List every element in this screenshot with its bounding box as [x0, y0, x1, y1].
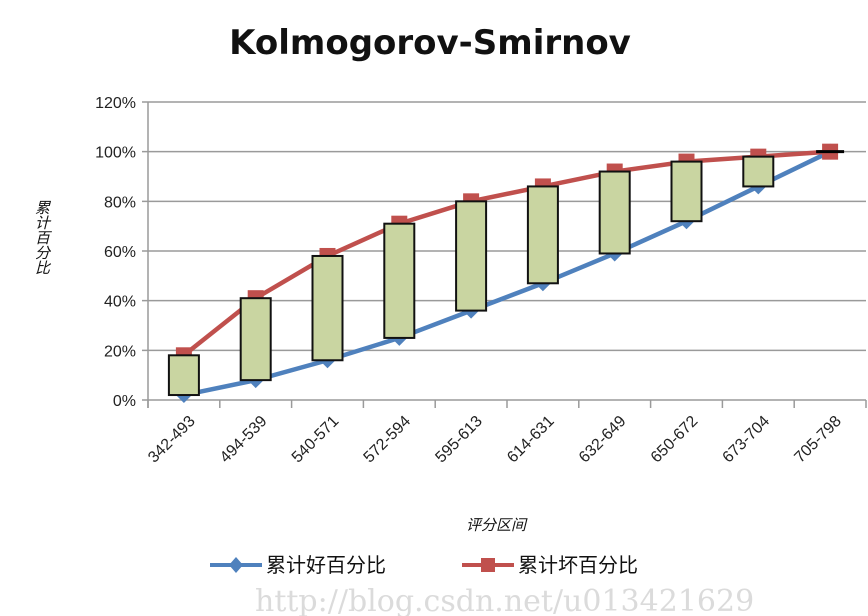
- y-tick-label: 60%: [104, 244, 136, 261]
- series-line-1: [182, 149, 831, 358]
- ks-gap-bar: [670, 160, 703, 223]
- ks-gap-bar: [239, 297, 272, 382]
- legend-good-label: 累计好百分比: [266, 553, 386, 577]
- ks-gap-bar: [311, 254, 344, 362]
- y-tick-label: 100%: [95, 145, 136, 162]
- ks-gap-bar: [526, 185, 559, 285]
- x-tick-label: 705-798: [791, 413, 845, 467]
- x-tick-label: 494-539: [217, 413, 271, 467]
- ks-gap-bar: [598, 170, 631, 255]
- x-axis-label: 评分区间: [466, 516, 528, 534]
- legend-bad-marker-icon: [481, 558, 495, 572]
- ks-gap-bar: [383, 222, 416, 339]
- x-tick-label: 595-613: [432, 413, 486, 467]
- watermark: http://blog.csdn.net/u013421629: [255, 584, 754, 616]
- ks-gap-bar: [455, 200, 488, 312]
- y-tick-label: 80%: [104, 194, 136, 211]
- x-tick-label: 650-672: [648, 413, 702, 467]
- y-tick-label: 20%: [104, 343, 136, 360]
- ks-gap-bar: [742, 155, 775, 188]
- chart-title: Kolmogorov-Smirnov: [229, 23, 631, 63]
- y-tick-label: 40%: [104, 294, 136, 311]
- series-line-0: [183, 149, 832, 398]
- x-tick-label: 540-571: [289, 413, 343, 467]
- y-axis-label: 累计百分比: [32, 200, 52, 275]
- x-tick-label: 342-493: [145, 413, 199, 467]
- legend-bad-label: 累计坏百分比: [518, 553, 638, 577]
- x-tick-label: 673-704: [720, 413, 774, 467]
- y-tick-label: 0%: [113, 393, 136, 410]
- legend: 累计好百分比 累计坏百分比: [210, 553, 638, 577]
- x-tick-label: 572-594: [361, 413, 415, 467]
- y-tick-label: 120%: [95, 95, 136, 112]
- ks-gap-bar: [167, 354, 200, 397]
- legend-good-marker-icon: [229, 557, 243, 573]
- x-tick-label: 614-631: [504, 413, 558, 467]
- x-tick-label: 632-649: [576, 413, 630, 467]
